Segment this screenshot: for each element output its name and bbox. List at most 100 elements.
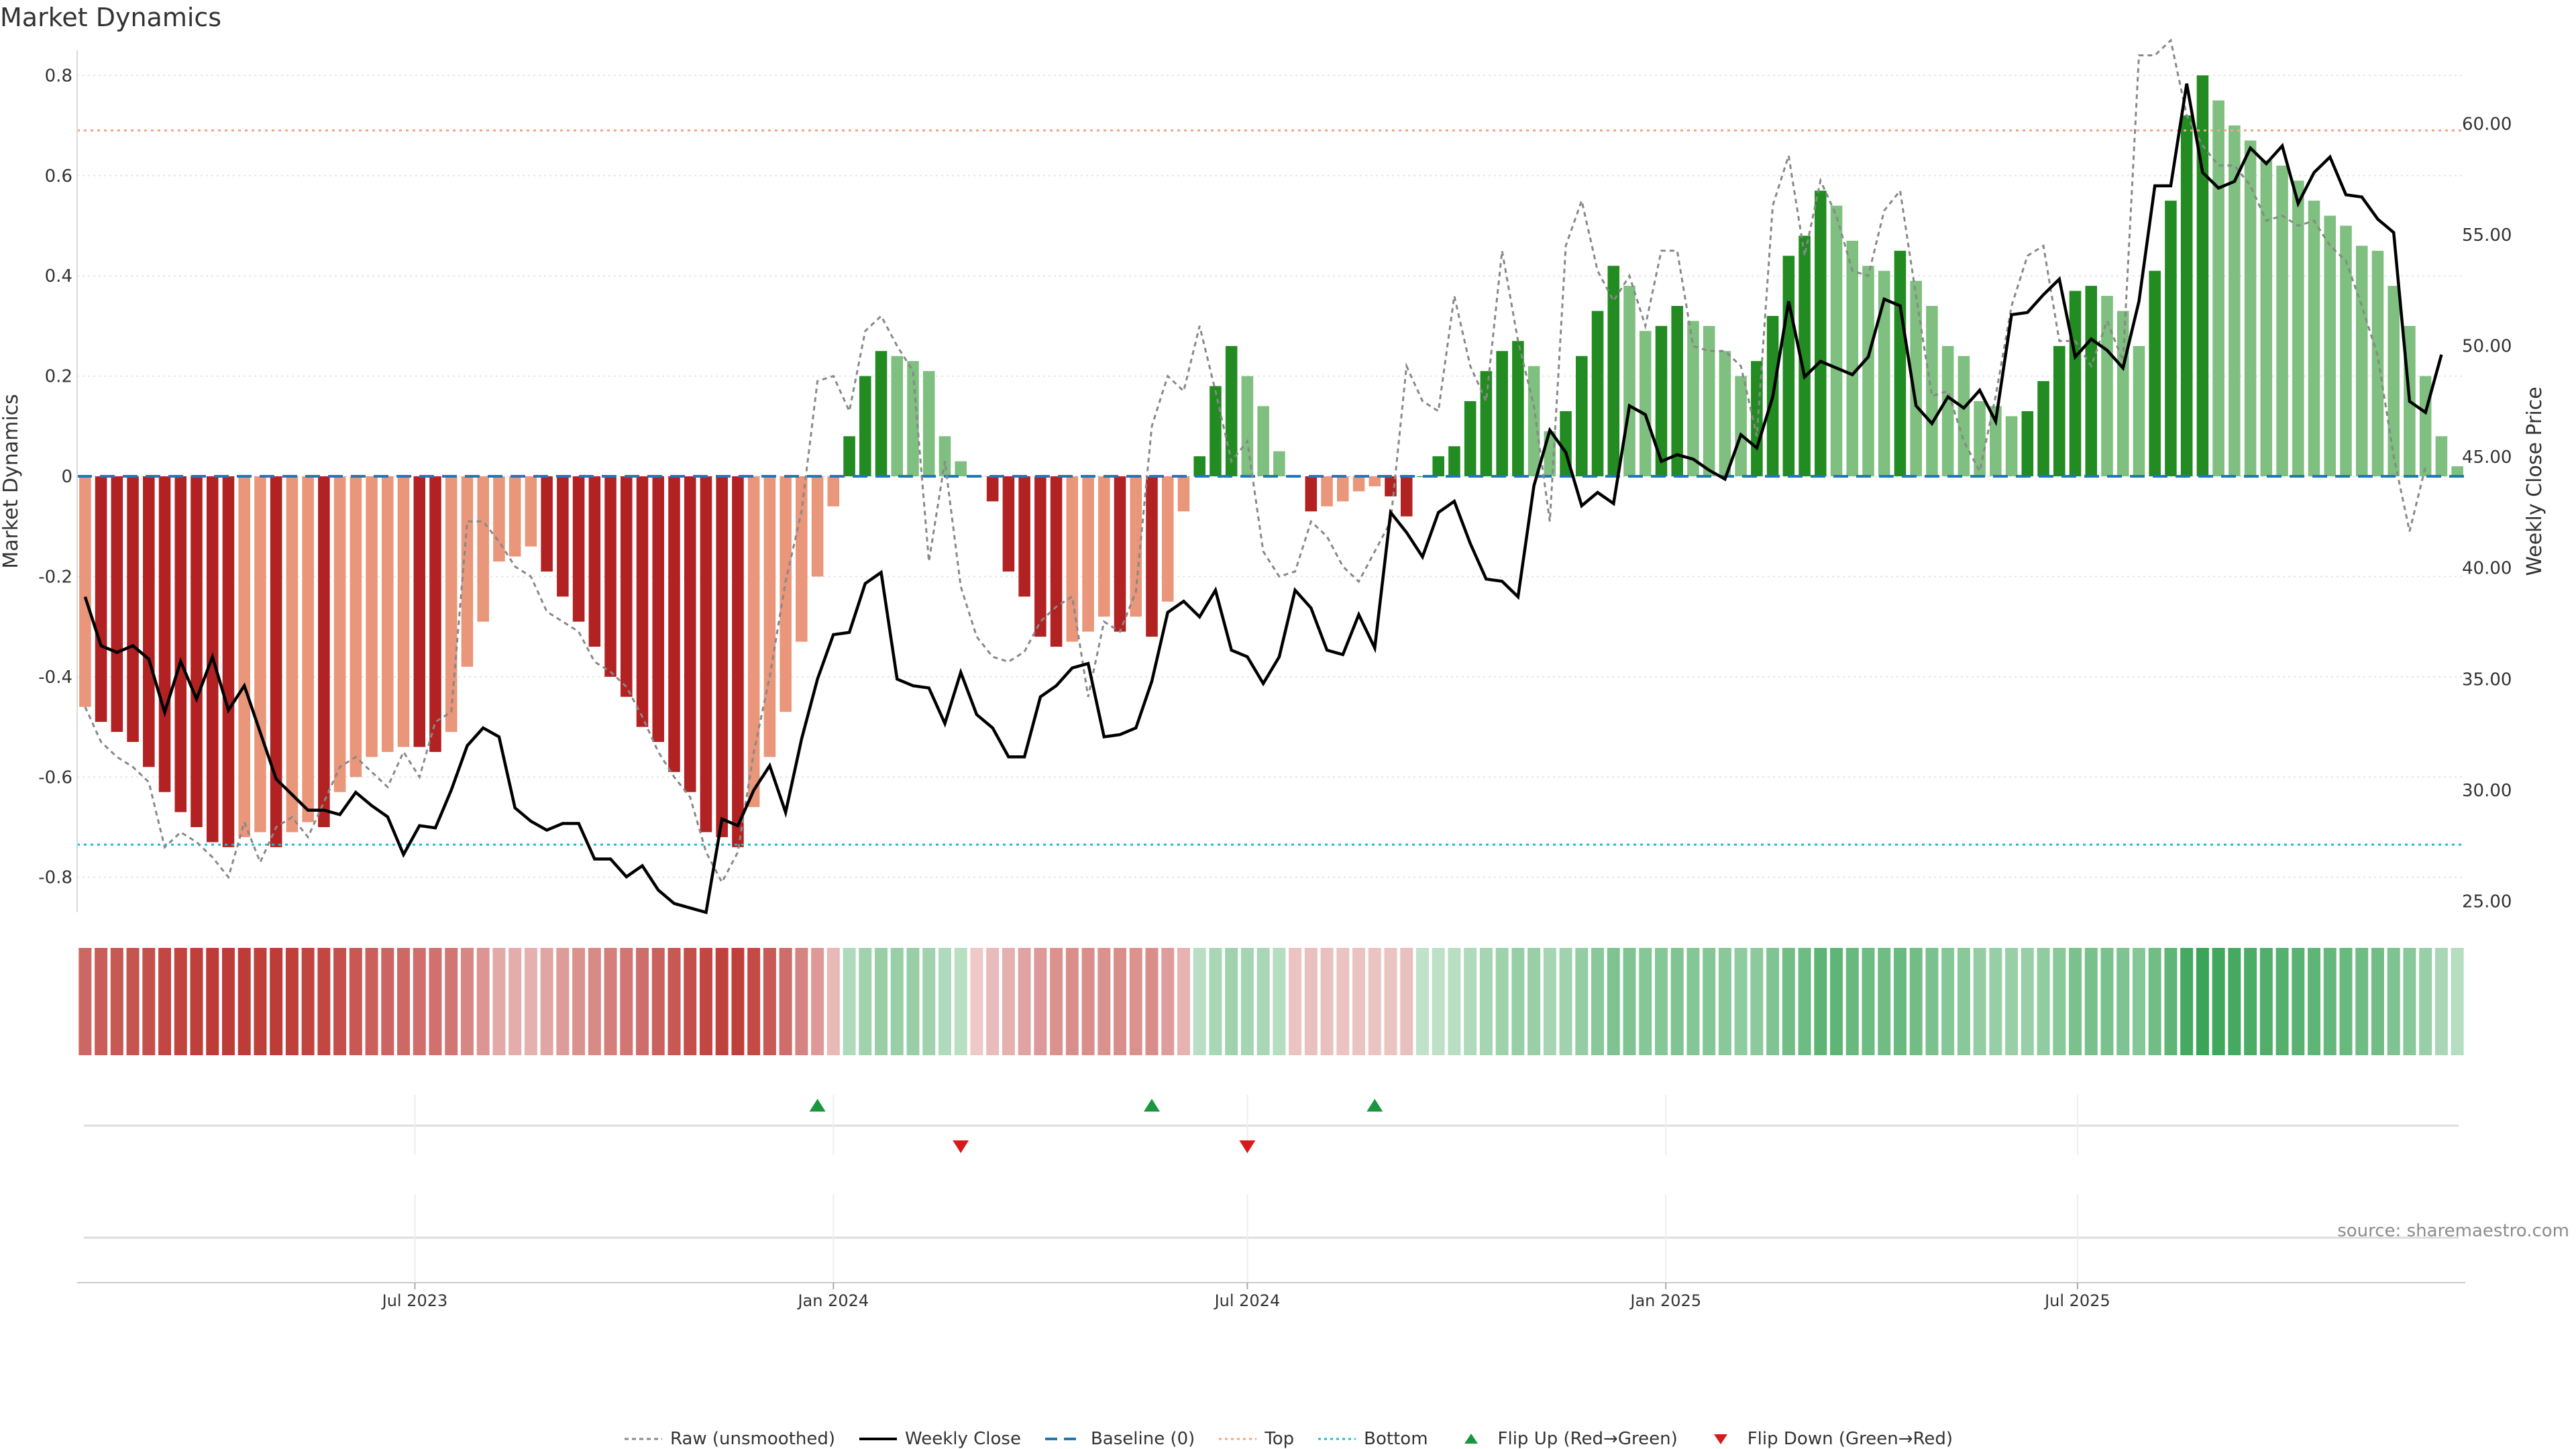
strip-cell xyxy=(2371,948,2384,1055)
bar xyxy=(429,476,441,752)
bar xyxy=(1830,205,1843,477)
bar xyxy=(700,476,712,833)
strip-cell xyxy=(1177,948,1190,1055)
bar xyxy=(796,476,808,642)
strip-cell xyxy=(1814,948,1827,1055)
bar xyxy=(382,476,394,752)
bar xyxy=(302,476,314,822)
strip-cell xyxy=(333,948,347,1055)
strip-cell xyxy=(397,948,411,1055)
strip-cell xyxy=(1591,948,1605,1055)
strip-cell xyxy=(237,948,251,1055)
strip-cell xyxy=(922,948,936,1055)
bar xyxy=(1607,266,1620,477)
bar xyxy=(1337,476,1349,502)
y-axis-label: Market Dynamics xyxy=(0,394,23,569)
bar xyxy=(493,476,505,562)
y-tick-label: 0.6 xyxy=(45,166,72,186)
strip-cell xyxy=(747,948,761,1055)
strip-cell xyxy=(731,948,745,1055)
bar xyxy=(525,476,537,547)
bar xyxy=(2021,411,2034,477)
strip-cell xyxy=(2132,948,2145,1055)
bar xyxy=(2276,165,2288,477)
strip-cell xyxy=(1973,948,1986,1055)
strip-cell xyxy=(1607,948,1620,1055)
bar xyxy=(1576,356,1588,477)
strip-cell xyxy=(524,948,537,1055)
y-tick-label: 0.4 xyxy=(45,266,72,286)
bar xyxy=(621,476,633,697)
bar xyxy=(477,476,489,622)
strip-cell xyxy=(158,948,172,1055)
strip-cell xyxy=(1097,948,1111,1055)
strip-cell xyxy=(2419,948,2432,1055)
bar xyxy=(875,351,888,477)
legend-label: Top xyxy=(1265,1429,1295,1449)
strip-cell xyxy=(1289,948,1302,1055)
bar xyxy=(1210,386,1222,477)
strip-cell xyxy=(954,948,967,1055)
strip-cell xyxy=(1464,948,1477,1055)
bar xyxy=(158,476,171,792)
bar xyxy=(1990,406,2002,477)
bar xyxy=(1018,476,1030,597)
strip-cell xyxy=(651,948,665,1055)
bar xyxy=(1941,345,1954,477)
strip-cell xyxy=(2005,948,2019,1055)
bar xyxy=(588,476,601,647)
bar xyxy=(333,476,346,792)
legend-item: Flip Down (Green→Red) xyxy=(1701,1429,1953,1449)
bar xyxy=(1815,191,1827,477)
bar xyxy=(2340,225,2352,477)
strip-cell xyxy=(859,948,872,1055)
bar xyxy=(286,476,299,833)
strip-cell xyxy=(317,948,331,1055)
bar xyxy=(859,376,871,477)
legend-swatch xyxy=(1464,1434,1478,1444)
strip-cell xyxy=(1336,948,1350,1055)
series-lines xyxy=(77,38,2465,914)
legend-label: Bottom xyxy=(1364,1429,1428,1449)
x-tick-label: Jan 2025 xyxy=(1629,1291,1701,1310)
bar xyxy=(1082,476,1094,632)
bar xyxy=(1799,235,1811,477)
bar xyxy=(350,476,362,777)
strip-cell xyxy=(1862,948,1875,1055)
strip-cell xyxy=(1989,948,2002,1055)
y-right-axis-label: Weekly Close Price xyxy=(2523,386,2546,576)
strip-cell xyxy=(2164,948,2178,1055)
strip-cell xyxy=(2308,948,2321,1055)
bar xyxy=(1496,351,1508,477)
strip-cell xyxy=(1479,948,1493,1055)
bar xyxy=(79,476,91,707)
strip-cell xyxy=(2116,948,2130,1055)
strip-cell xyxy=(1225,948,1238,1055)
strip-cell xyxy=(826,948,840,1055)
legend-item: Top xyxy=(1218,1429,1294,1449)
strip-cell xyxy=(2434,948,2448,1055)
legend-item: Raw (unsmoothed) xyxy=(623,1429,835,1449)
x-tick-label: Jul 2023 xyxy=(381,1291,448,1310)
bar xyxy=(238,476,250,837)
strip-cell xyxy=(2100,948,2114,1055)
strip-cell xyxy=(1527,948,1541,1055)
strip-cell xyxy=(2451,948,2464,1055)
strip-cell xyxy=(301,948,315,1055)
bar xyxy=(191,476,203,827)
strip-cell xyxy=(1400,948,1413,1055)
strip-cell xyxy=(1256,948,1270,1055)
strip-cell xyxy=(2084,948,2098,1055)
strip-cell xyxy=(1273,948,1286,1055)
strip-cell xyxy=(1209,948,1222,1055)
bar xyxy=(668,476,680,772)
strip-cell xyxy=(1893,948,1907,1055)
bar xyxy=(652,476,665,742)
strip-cell xyxy=(78,948,92,1055)
bar xyxy=(1464,400,1477,477)
strip-cell xyxy=(1575,948,1589,1055)
strip-cell xyxy=(938,948,951,1055)
strip-cell xyxy=(906,948,920,1055)
weekly-close-line xyxy=(83,83,2443,914)
bar xyxy=(2324,215,2337,477)
